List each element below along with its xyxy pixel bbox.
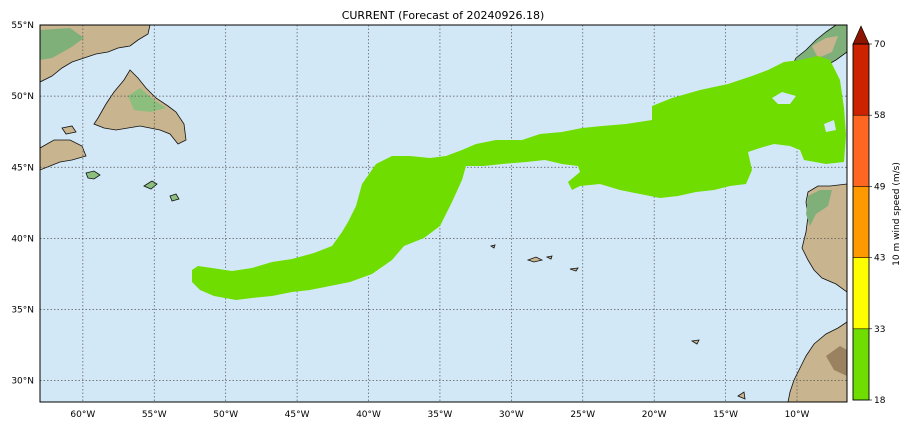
land-atlantic-islands [490, 244, 746, 400]
colorbar-tick-label: 33 [874, 325, 885, 335]
lat-tick-label: 30°N [11, 377, 34, 387]
colorbar-bin [852, 114, 870, 187]
colorbar-bin [852, 43, 870, 116]
lon-tick-label: 30°W [499, 410, 524, 420]
longitude-tick-labels: 60°W 55°W 50°W 45°W 40°W 35°W 30°W 25°W 20°W 15°W… [70, 410, 809, 420]
lat-tick-label: 35°N [11, 306, 34, 316]
colorbar-tick-label: 18 [874, 396, 886, 406]
lat-tick-label: 50°N [11, 92, 34, 102]
colorbar-tick-label: 58 [874, 111, 886, 121]
colorbar-tick-label: 49 [874, 182, 886, 192]
colorbar-bin [852, 257, 870, 330]
colorbar-extend-arrow [852, 25, 870, 45]
lon-tick-label: 55°W [142, 410, 167, 420]
lon-tick-label: 40°W [356, 410, 381, 420]
lon-tick-label: 20°W [642, 410, 667, 420]
wind-speed-colorbar: 70 58 49 43 33 18 [852, 25, 886, 406]
map-panel [40, 25, 847, 402]
lon-tick-label: 45°W [285, 410, 310, 420]
lon-tick-label: 50°W [213, 410, 238, 420]
colorbar-bin [852, 328, 870, 401]
colorbar-bin [852, 186, 870, 258]
lon-tick-label: 15°W [713, 410, 738, 420]
latitude-tick-labels: 55°N 50°N 45°N 40°N 35°N 30°N [11, 21, 34, 387]
lat-tick-label: 55°N [11, 21, 34, 31]
lat-tick-label: 45°N [11, 163, 34, 173]
colorbar-tick-label: 43 [874, 254, 885, 264]
lon-tick-label: 25°W [570, 410, 595, 420]
land-north-america [40, 25, 187, 202]
colorbar-tick-label: 70 [874, 40, 886, 50]
colorbar-label: 10 m wind speed (m/s) [892, 162, 902, 266]
wind-swath [192, 56, 846, 300]
map-title: CURRENT (Forecast of 20240926.18) [342, 9, 545, 22]
lat-tick-label: 40°N [11, 234, 34, 244]
lon-tick-label: 35°W [427, 410, 452, 420]
lon-tick-label: 10°W [785, 410, 810, 420]
colorbar-frame [852, 43, 870, 401]
lon-tick-label: 60°W [70, 410, 95, 420]
